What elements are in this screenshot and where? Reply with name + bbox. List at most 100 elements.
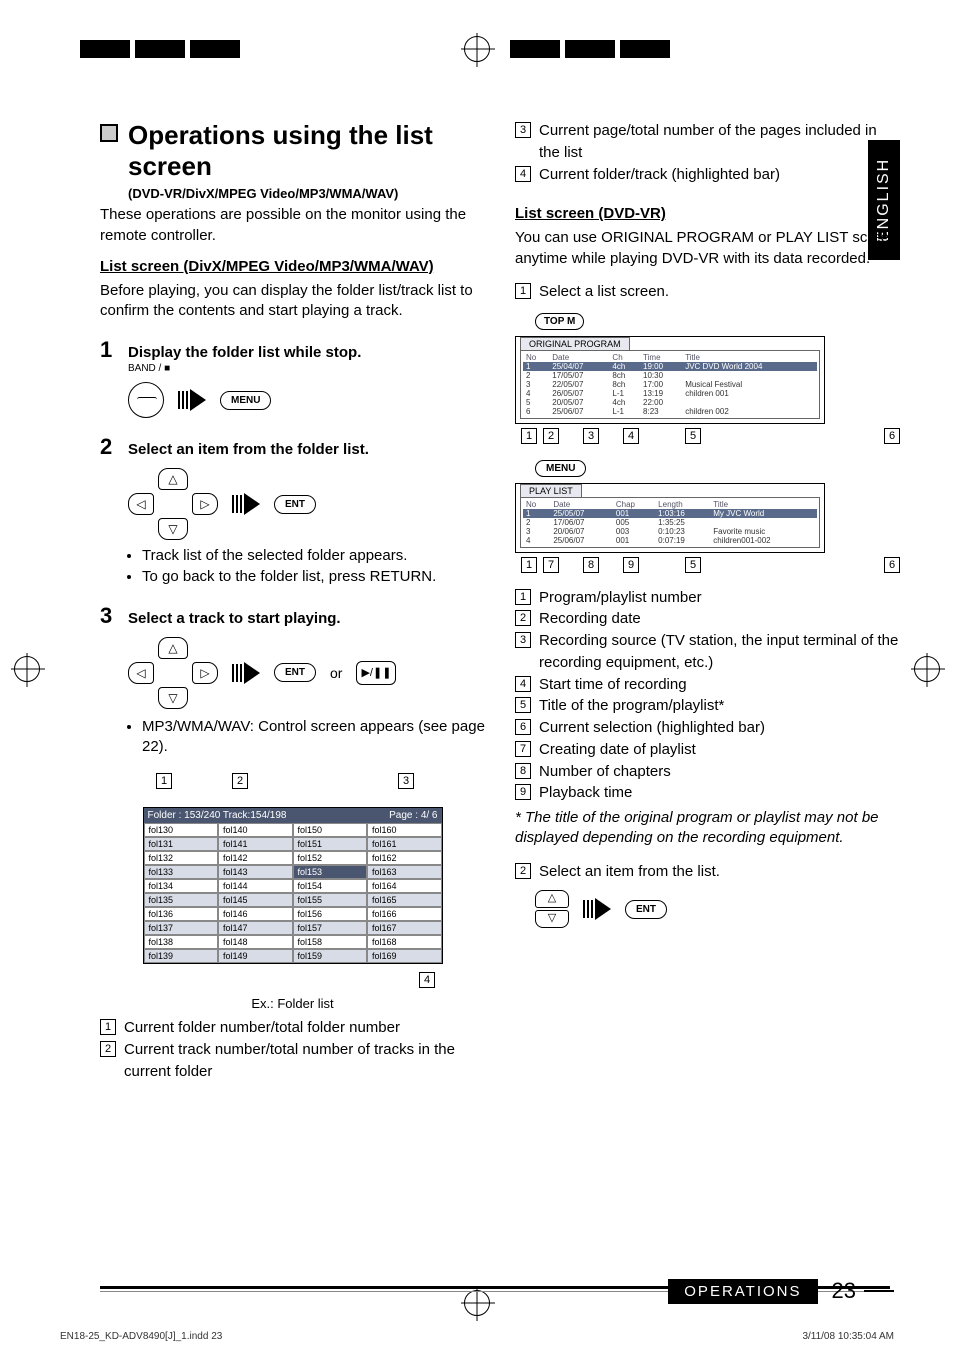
step-num: 2 (100, 434, 118, 460)
dpad-down-icon: ▽ (158, 687, 188, 709)
note-item: MP3/WMA/WAV: Control screen appears (see… (142, 717, 485, 758)
band-label: BAND / ■ (128, 363, 485, 374)
crop-block (190, 40, 240, 58)
callout-box: 3 (515, 122, 531, 138)
legend-row: 3 Current page/total number of the pages… (515, 120, 900, 164)
legend-text: Number of chapters (539, 761, 671, 783)
callout-box: 7 (543, 557, 559, 573)
callout-box: 1 (521, 428, 537, 444)
folder-cell: fol169 (367, 949, 442, 963)
folder-table-header: Folder : 153/240 Track:154/198 Page : 4/… (144, 808, 442, 823)
dpad-icon: △ ▽ ◁ ▷ (128, 468, 218, 540)
orig-callouts: 1 2 3 4 5 6 (521, 428, 900, 444)
legend-row: 5Title of the program/playlist* (515, 695, 900, 717)
right-step2: 2 Select an item from the list. (515, 861, 900, 883)
step-text: Display the folder list while stop. (128, 344, 361, 361)
page-title: Operations using the list screen (100, 120, 485, 182)
folder-cell: fol132 (144, 851, 219, 865)
arrow-icon (178, 389, 206, 411)
folder-cell: fol140 (218, 823, 293, 837)
callout-box: 4 (419, 972, 435, 988)
folder-cell: fol151 (293, 837, 368, 851)
bullet-item: To go back to the folder list, press RET… (142, 567, 485, 587)
folder-cell: fol145 (218, 893, 293, 907)
folder-cell: fol166 (367, 907, 442, 921)
legend-row: 8 Number of chapters (515, 761, 900, 783)
folder-cell: fol133 (144, 865, 219, 879)
callout-box: 3 (398, 773, 414, 789)
crop-block (135, 40, 185, 58)
folder-cell: fol162 (367, 851, 442, 865)
legend-text: Playback time (539, 782, 632, 804)
step-3: 3 Select a track to start playing. (100, 603, 485, 629)
legend-text: Recording source (TV station, the input … (539, 630, 900, 674)
callout-box: 6 (515, 719, 531, 735)
crop-block (565, 40, 615, 58)
menu-button-row: MENU (535, 458, 900, 477)
callout-box: 8 (515, 763, 531, 779)
callout-box: 5 (685, 428, 701, 444)
original-program-table: ORIGINAL PROGRAM NoDateChTimeTitle125/04… (515, 336, 825, 424)
folder-cell: fol158 (293, 935, 368, 949)
callout-box: 1 (515, 283, 531, 299)
dpad-left-icon: ◁ (128, 493, 154, 515)
folder-cell: fol139 (144, 949, 219, 963)
folder-cell: fol160 (367, 823, 442, 837)
right-legend-top: 3 Current page/total number of the pages… (515, 120, 900, 185)
folder-cell: fol146 (218, 907, 293, 921)
folder-cell: fol143 (218, 865, 293, 879)
ops-label: OPERATIONS (668, 1279, 817, 1304)
topm-button-icon: TOP M (535, 313, 584, 330)
legend-row: 1Program/playlist number (515, 587, 900, 609)
legend-row: 3Recording source (TV station, the input… (515, 630, 900, 674)
or-text: or (330, 665, 342, 681)
legend-row: 2Recording date (515, 608, 900, 630)
folder-list-table: Folder : 153/240 Track:154/198 Page : 4/… (143, 807, 443, 964)
callout-box: 6 (884, 428, 900, 444)
orig-data-table: NoDateChTimeTitle125/04/074ch19:00JVC DV… (523, 353, 817, 416)
callout-box: 1 (156, 773, 172, 789)
folder-caption: Ex.: Folder list (100, 996, 485, 1011)
orig-tab: ORIGINAL PROGRAM (520, 337, 630, 350)
folder-cell: fol156 (293, 907, 368, 921)
registration-mark-icon (464, 1290, 490, 1316)
step3-note: MP3/WMA/WAV: Control screen appears (see… (128, 717, 485, 758)
folder-cell: fol163 (367, 865, 442, 879)
folder-cell: fol135 (144, 893, 219, 907)
crop-block (510, 40, 560, 58)
play-tab: PLAY LIST (520, 484, 582, 497)
step-row: 1 Select a list screen. (515, 281, 900, 303)
legend-text: Creating date of playlist (539, 739, 696, 761)
callout-box: 2 (232, 773, 248, 789)
dpad-right-icon: ▷ (192, 493, 218, 515)
folder-cell: fol134 (144, 879, 219, 893)
folder-callout-bottom: 4 (100, 970, 435, 988)
folder-cell: fol141 (218, 837, 293, 851)
folder-cell: fol149 (218, 949, 293, 963)
footer-meta: EN18-25_KD-ADV8490[J]_1.indd 23 3/11/08 … (60, 1331, 894, 1342)
ent-button-icon: ENT (274, 663, 316, 682)
dpad-left-icon: ◁ (128, 662, 154, 684)
legend-text: Current page/total number of the pages i… (539, 120, 900, 164)
page-line-icon (864, 1290, 894, 1292)
asterisk-note: * The title of the original program or p… (515, 808, 900, 849)
play-pause-button-icon: ▶/❚❚ (356, 661, 396, 685)
square-bullet-icon (100, 124, 118, 142)
callout-box: 1 (521, 557, 537, 573)
folder-cell: fol138 (144, 935, 219, 949)
callout-box: 1 (100, 1019, 116, 1035)
step3-graphic: △ ▽ ◁ ▷ ENT or ▶/❚❚ (128, 637, 485, 709)
folder-cell: fol164 (367, 879, 442, 893)
menu-button-icon: MENU (220, 391, 271, 410)
folder-cell: fol150 (293, 823, 368, 837)
folder-cell: fol131 (144, 837, 219, 851)
folder-cell: fol165 (367, 893, 442, 907)
callout-box: 4 (515, 166, 531, 182)
play-list-table: PLAY LIST NoDateChapLengthTitle125/05/07… (515, 483, 825, 553)
left-legend: 1 Current folder number/total folder num… (100, 1017, 485, 1082)
menu-button-icon: MENU (535, 460, 586, 477)
dpad-down-icon: ▽ (158, 518, 188, 540)
band-button-icon (128, 382, 164, 418)
callout-box: 4 (623, 428, 639, 444)
legend-text: Recording date (539, 608, 641, 630)
